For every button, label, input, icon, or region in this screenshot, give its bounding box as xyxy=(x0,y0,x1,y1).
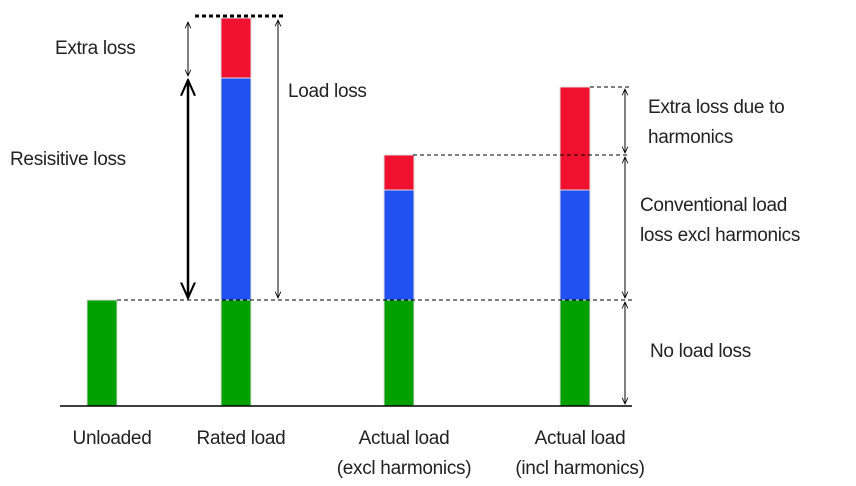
annotation: Load loss xyxy=(288,81,367,102)
bar-segment xyxy=(383,299,415,407)
bar-segment xyxy=(220,17,252,79)
bars xyxy=(86,17,591,407)
bar-segment xyxy=(220,299,252,407)
bar-segment xyxy=(383,154,415,191)
category-label: Unloaded xyxy=(72,428,152,449)
annotation: Conventional load loss excl harmonics xyxy=(640,195,801,246)
annotation: Extra loss due to harmonics xyxy=(648,97,785,148)
category-label: Actual load (excl harmonics) xyxy=(336,428,472,479)
annotation: Extra loss xyxy=(55,38,136,59)
bar-segment xyxy=(559,299,591,407)
annotation: Resisitive loss xyxy=(10,149,126,170)
bar-segment xyxy=(559,86,591,191)
bar-segment xyxy=(86,299,118,407)
category-label: Actual load (incl harmonics) xyxy=(515,428,645,479)
bar-segment xyxy=(383,189,415,301)
annotation: No load loss xyxy=(650,341,751,362)
category-label: Rated load xyxy=(196,428,286,449)
bar-segment xyxy=(559,189,591,301)
bar-segment xyxy=(220,77,252,301)
